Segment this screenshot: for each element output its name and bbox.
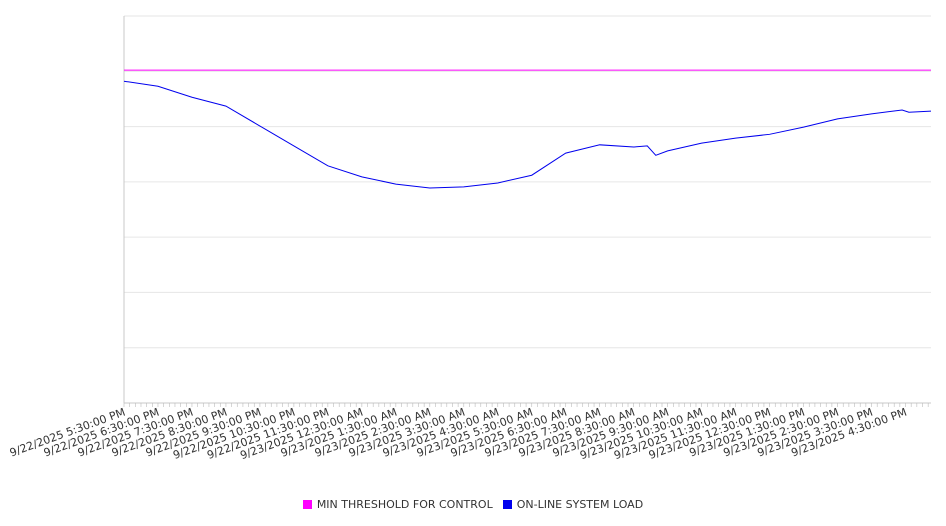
legend: MIN THRESHOLD FOR CONTROL ON-LINE SYSTEM… xyxy=(0,498,946,511)
legend-swatch xyxy=(302,500,312,509)
load-series-line xyxy=(123,80,932,189)
legend-label: ON-LINE SYSTEM LOAD xyxy=(516,498,644,511)
legend-item-load[interactable]: ON-LINE SYSTEM LOAD xyxy=(502,498,644,511)
legend-item-threshold[interactable]: MIN THRESHOLD FOR CONTROL xyxy=(302,498,493,511)
legend-swatch xyxy=(502,500,512,509)
legend-label: MIN THRESHOLD FOR CONTROL xyxy=(316,498,493,511)
